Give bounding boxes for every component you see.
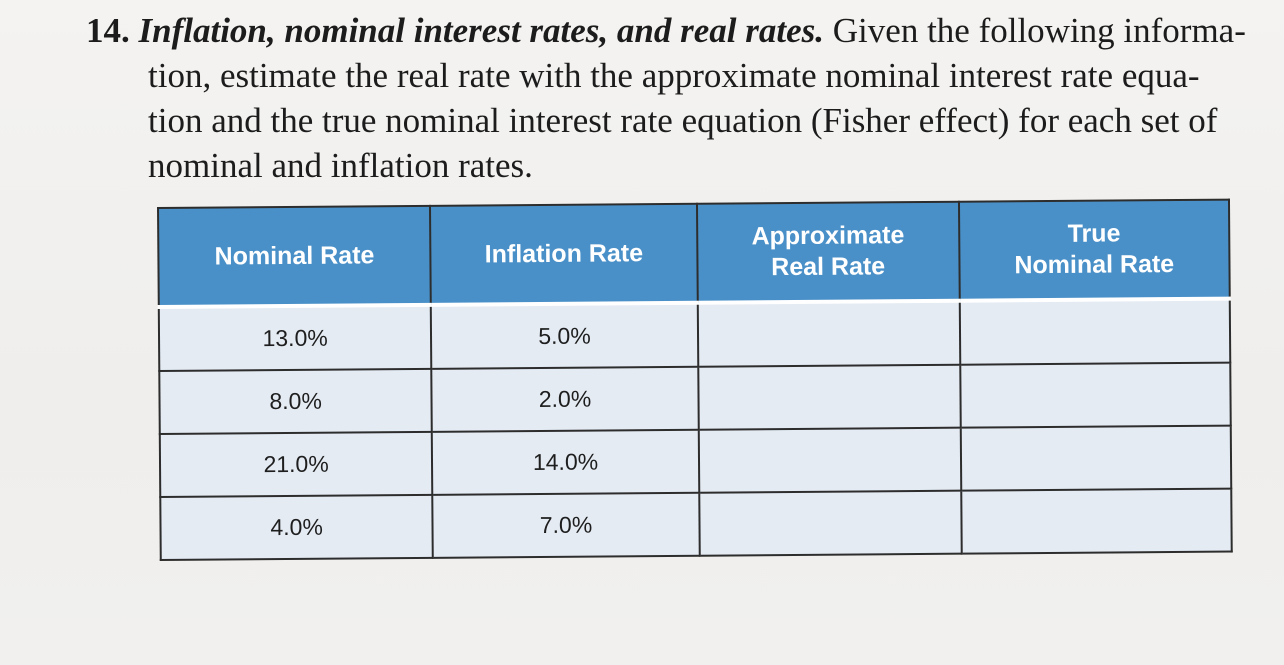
- cell-approximate-real-rate: [699, 490, 962, 556]
- header-approximate-line-1: Approximate: [751, 221, 905, 251]
- cell-inflation-rate: 7.0%: [432, 492, 700, 558]
- cell-approximate-real-rate: [697, 300, 960, 367]
- header-nominal-rate: Nominal Rate: [158, 205, 431, 307]
- header-true-line-2: Nominal Rate: [1014, 250, 1175, 280]
- table-row: 8.0% 2.0%: [159, 362, 1231, 434]
- cell-inflation-rate: 14.0%: [431, 429, 700, 495]
- cell-true-nominal-rate: [959, 298, 1231, 365]
- problem-heading: Inflation, nominal interest rates, and r…: [138, 11, 825, 50]
- problem-number: 14.: [86, 11, 130, 50]
- problem-text-line-4: nominal and inflation rates.: [148, 146, 533, 185]
- cell-nominal-rate: 21.0%: [159, 431, 433, 497]
- cell-true-nominal-rate: [960, 488, 1232, 554]
- table-row: 13.0% 5.0%: [158, 298, 1231, 371]
- cell-nominal-rate: 13.0%: [158, 304, 432, 371]
- cell-true-nominal-rate: [960, 425, 1232, 491]
- header-approximate-real-rate: Approximate Real Rate: [696, 201, 960, 303]
- table-header-row: Nominal Rate Inflation Rate Approximate …: [158, 199, 1230, 307]
- table-row: 21.0% 14.0%: [159, 425, 1232, 497]
- rates-table: Nominal Rate Inflation Rate Approximate …: [157, 199, 1233, 561]
- problem-statement: 14. Inflation, nominal interest rates, a…: [86, 8, 1246, 188]
- table-row: 4.0% 7.0%: [160, 488, 1232, 560]
- problem-first-line: 14. Inflation, nominal interest rates, a…: [86, 8, 1246, 53]
- cell-approximate-real-rate: [698, 364, 961, 430]
- cell-nominal-rate: 8.0%: [159, 368, 432, 434]
- header-approximate-line-2: Real Rate: [771, 252, 886, 282]
- cell-inflation-rate: 5.0%: [430, 302, 699, 369]
- cell-approximate-real-rate: [698, 427, 961, 493]
- header-true-line-1: True: [1067, 219, 1121, 248]
- header-true-nominal-rate: True Nominal Rate: [958, 199, 1230, 301]
- cell-true-nominal-rate: [959, 362, 1231, 428]
- header-inflation-rate: Inflation Rate: [430, 203, 698, 305]
- problem-text-line-3: tion and the true nominal interest rate …: [148, 101, 1218, 140]
- cell-inflation-rate: 2.0%: [431, 366, 699, 432]
- problem-text-line-2: tion, estimate the real rate with the ap…: [148, 56, 1200, 95]
- cell-nominal-rate: 4.0%: [160, 494, 433, 560]
- problem-text-line-1: Given the following informa-: [832, 11, 1246, 50]
